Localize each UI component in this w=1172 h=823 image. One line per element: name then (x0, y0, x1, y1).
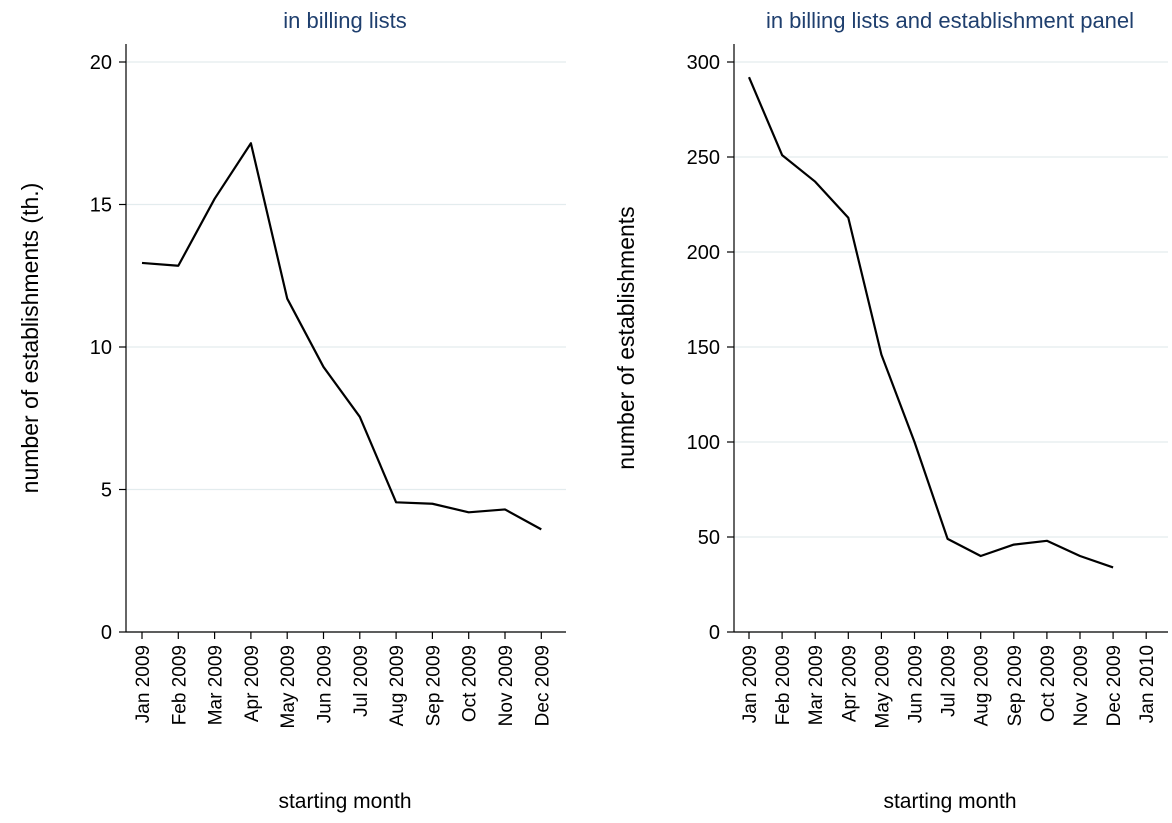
panel-2-xtick-label: Dec 2009 (1104, 645, 1125, 726)
panel-2-xtick-label: Mar 2009 (806, 645, 827, 725)
panel-1-ytick-label: 10 (90, 337, 112, 359)
panel-2-xtick-label: Aug 2009 (972, 645, 993, 726)
panel-2-xtick-label: Oct 2009 (1038, 645, 1059, 722)
panel-2-xtick-label: Apr 2009 (839, 645, 860, 722)
panel-1-ytick-label: 15 (90, 195, 112, 217)
panel-1-xtick-label: Apr 2009 (242, 645, 263, 722)
panel-1-x-axis-label: starting month (278, 790, 411, 813)
panel-1-xtick-label: Jul 2009 (351, 645, 372, 717)
panel-2-ytick-label: 0 (709, 622, 720, 644)
panel-2-xtick-label: Jan 2009 (740, 645, 761, 723)
panel-1-xtick-label: Mar 2009 (206, 645, 227, 725)
panel-1-xtick-label: Oct 2009 (460, 645, 481, 722)
panel-1-ytick-label: 20 (90, 52, 112, 74)
panel-2-xtick-label: Jan 2010 (1137, 645, 1158, 723)
panel-1-xtick-label: Feb 2009 (169, 645, 190, 725)
panel-1-xtick-label: Aug 2009 (387, 645, 408, 726)
panel-2-xtick-label: Nov 2009 (1071, 645, 1092, 726)
panel-1-xtick-label: May 2009 (278, 645, 299, 728)
panel-2-ytick-label: 50 (698, 527, 720, 549)
panel-1-xtick-label: Jan 2009 (133, 645, 154, 723)
panel-2-xtick-label: Sep 2009 (1005, 645, 1026, 726)
panel-2-y-axis-label: number of establishments (613, 206, 639, 469)
panel-1-xtick-label: Jun 2009 (315, 645, 336, 723)
panel-2-x-axis-label: starting month (883, 790, 1016, 813)
panel-1-y-axis-label: number of establishments (th.) (17, 183, 43, 494)
panel-1-ytick-label: 5 (101, 480, 112, 502)
panel-1-title: in billing lists (283, 8, 407, 33)
panel-2-ytick-label: 150 (687, 337, 720, 359)
panel-2-xtick-label: Jun 2009 (906, 645, 927, 723)
panel-1-xtick-label: Sep 2009 (423, 645, 444, 726)
panel-2-xtick-label: May 2009 (872, 645, 893, 728)
panel-2-title: in billing lists and establishment panel (766, 8, 1134, 33)
panel-1-series-line (142, 143, 541, 529)
panel-1-xtick-label: Dec 2009 (532, 645, 553, 726)
panel-2-series-line (749, 77, 1113, 567)
panel-1-ytick-label: 0 (101, 622, 112, 644)
panel-2-ytick-label: 200 (687, 242, 720, 264)
panel-2-ytick-label: 250 (687, 147, 720, 169)
panel-2-ytick-label: 300 (687, 52, 720, 74)
panel-2-xtick-label: Jul 2009 (939, 645, 960, 717)
panel-2-ytick-label: 100 (687, 432, 720, 454)
panel-2-xtick-label: Feb 2009 (773, 645, 794, 725)
panel-1-xtick-label: Nov 2009 (496, 645, 517, 726)
